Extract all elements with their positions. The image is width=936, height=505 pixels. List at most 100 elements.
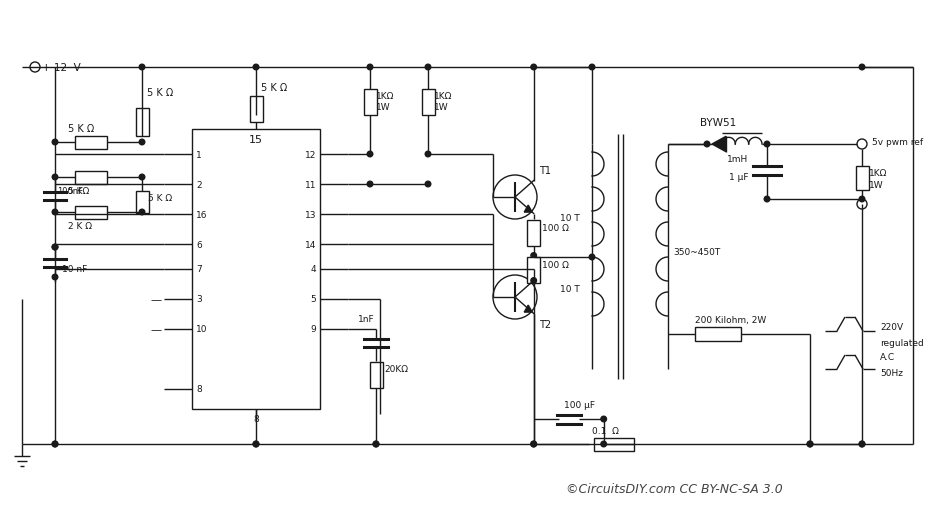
Text: 15: 15 xyxy=(249,135,263,145)
Circle shape xyxy=(589,65,594,71)
Text: 9: 9 xyxy=(310,325,316,334)
Circle shape xyxy=(859,441,865,447)
Text: 50Hz: 50Hz xyxy=(880,368,903,377)
Text: 5 K Ω: 5 K Ω xyxy=(148,193,172,202)
Circle shape xyxy=(425,65,431,71)
Text: ©CircuitsDIY.com CC BY-NC-SA 3.0: ©CircuitsDIY.com CC BY-NC-SA 3.0 xyxy=(565,483,782,495)
Text: 5 KΩ: 5 KΩ xyxy=(68,186,89,195)
Polygon shape xyxy=(524,306,533,313)
Bar xyxy=(136,109,149,137)
Text: 1KΩ: 1KΩ xyxy=(869,168,887,177)
Text: 12: 12 xyxy=(304,150,316,159)
Text: 20KΩ: 20KΩ xyxy=(384,365,408,374)
Bar xyxy=(250,97,262,123)
Circle shape xyxy=(531,253,536,259)
Circle shape xyxy=(807,441,812,447)
Text: 1 µF: 1 µF xyxy=(729,172,749,181)
Text: 1KΩ: 1KΩ xyxy=(434,91,452,100)
Text: T1: T1 xyxy=(539,166,551,176)
Text: 1nF: 1nF xyxy=(358,314,374,323)
Bar xyxy=(527,257,540,283)
Circle shape xyxy=(254,441,258,447)
Circle shape xyxy=(719,142,724,147)
Text: 350~450T: 350~450T xyxy=(673,247,720,256)
Text: 2 K Ω: 2 K Ω xyxy=(68,221,92,230)
Text: 100nF: 100nF xyxy=(57,186,83,195)
Circle shape xyxy=(373,441,379,447)
Text: 3: 3 xyxy=(196,295,202,304)
Circle shape xyxy=(367,152,373,158)
Bar xyxy=(75,171,107,184)
Circle shape xyxy=(859,197,865,203)
Text: 1W: 1W xyxy=(434,103,448,111)
Bar xyxy=(192,130,320,409)
Polygon shape xyxy=(712,137,726,153)
Circle shape xyxy=(764,197,769,203)
Circle shape xyxy=(367,65,373,71)
Circle shape xyxy=(30,63,40,73)
Text: 5 K Ω: 5 K Ω xyxy=(68,124,95,134)
Circle shape xyxy=(589,255,594,260)
Text: —: — xyxy=(150,294,161,305)
Bar xyxy=(695,327,741,341)
Text: BYW51: BYW51 xyxy=(700,118,737,128)
Text: 10 T: 10 T xyxy=(560,285,579,294)
Circle shape xyxy=(531,278,536,284)
Text: 10: 10 xyxy=(196,325,208,334)
Text: 5v pwm ref: 5v pwm ref xyxy=(872,137,923,146)
Bar xyxy=(421,90,434,116)
Bar xyxy=(363,90,376,116)
Text: 13: 13 xyxy=(304,210,316,219)
Circle shape xyxy=(493,176,537,220)
Text: + 12  V: + 12 V xyxy=(42,63,80,73)
Circle shape xyxy=(52,245,58,250)
Text: 1KΩ: 1KΩ xyxy=(376,91,394,100)
Text: 2: 2 xyxy=(196,180,201,189)
Text: 1W: 1W xyxy=(869,180,884,189)
Circle shape xyxy=(857,140,867,149)
Polygon shape xyxy=(524,206,533,213)
Circle shape xyxy=(52,441,58,447)
Text: 14: 14 xyxy=(304,240,316,249)
Circle shape xyxy=(139,140,145,145)
Circle shape xyxy=(425,152,431,158)
Text: regulated: regulated xyxy=(880,338,924,347)
Bar xyxy=(370,362,383,388)
Circle shape xyxy=(52,175,58,180)
Text: 10 nF: 10 nF xyxy=(62,265,87,274)
Circle shape xyxy=(367,182,373,187)
Circle shape xyxy=(139,210,145,215)
Text: 4: 4 xyxy=(311,265,316,274)
Circle shape xyxy=(52,140,58,145)
Circle shape xyxy=(373,441,379,447)
Text: 7: 7 xyxy=(196,265,202,274)
Circle shape xyxy=(531,441,536,447)
Text: 8: 8 xyxy=(196,385,202,394)
Text: 5: 5 xyxy=(310,295,316,304)
Circle shape xyxy=(254,441,258,447)
Text: 0.1  Ω: 0.1 Ω xyxy=(592,426,619,435)
Circle shape xyxy=(807,441,812,447)
Text: 200 Kilohm, 2W: 200 Kilohm, 2W xyxy=(695,315,767,324)
Circle shape xyxy=(859,65,865,71)
Circle shape xyxy=(52,441,58,447)
Circle shape xyxy=(601,441,607,447)
Text: 11: 11 xyxy=(304,180,316,189)
Bar xyxy=(856,167,869,190)
Text: 6: 6 xyxy=(196,240,202,249)
Circle shape xyxy=(859,441,865,447)
Bar xyxy=(75,136,107,149)
Text: 16: 16 xyxy=(196,210,208,219)
Circle shape xyxy=(531,441,536,447)
Circle shape xyxy=(425,182,431,187)
Circle shape xyxy=(493,275,537,319)
Text: A.C: A.C xyxy=(880,353,895,362)
Bar xyxy=(527,220,540,246)
Circle shape xyxy=(254,65,258,71)
Text: —: — xyxy=(150,324,161,334)
Circle shape xyxy=(531,65,536,71)
Circle shape xyxy=(601,417,607,422)
Text: 5 K Ω: 5 K Ω xyxy=(261,83,287,93)
Text: 100 Ω: 100 Ω xyxy=(542,261,568,270)
Circle shape xyxy=(601,441,607,447)
